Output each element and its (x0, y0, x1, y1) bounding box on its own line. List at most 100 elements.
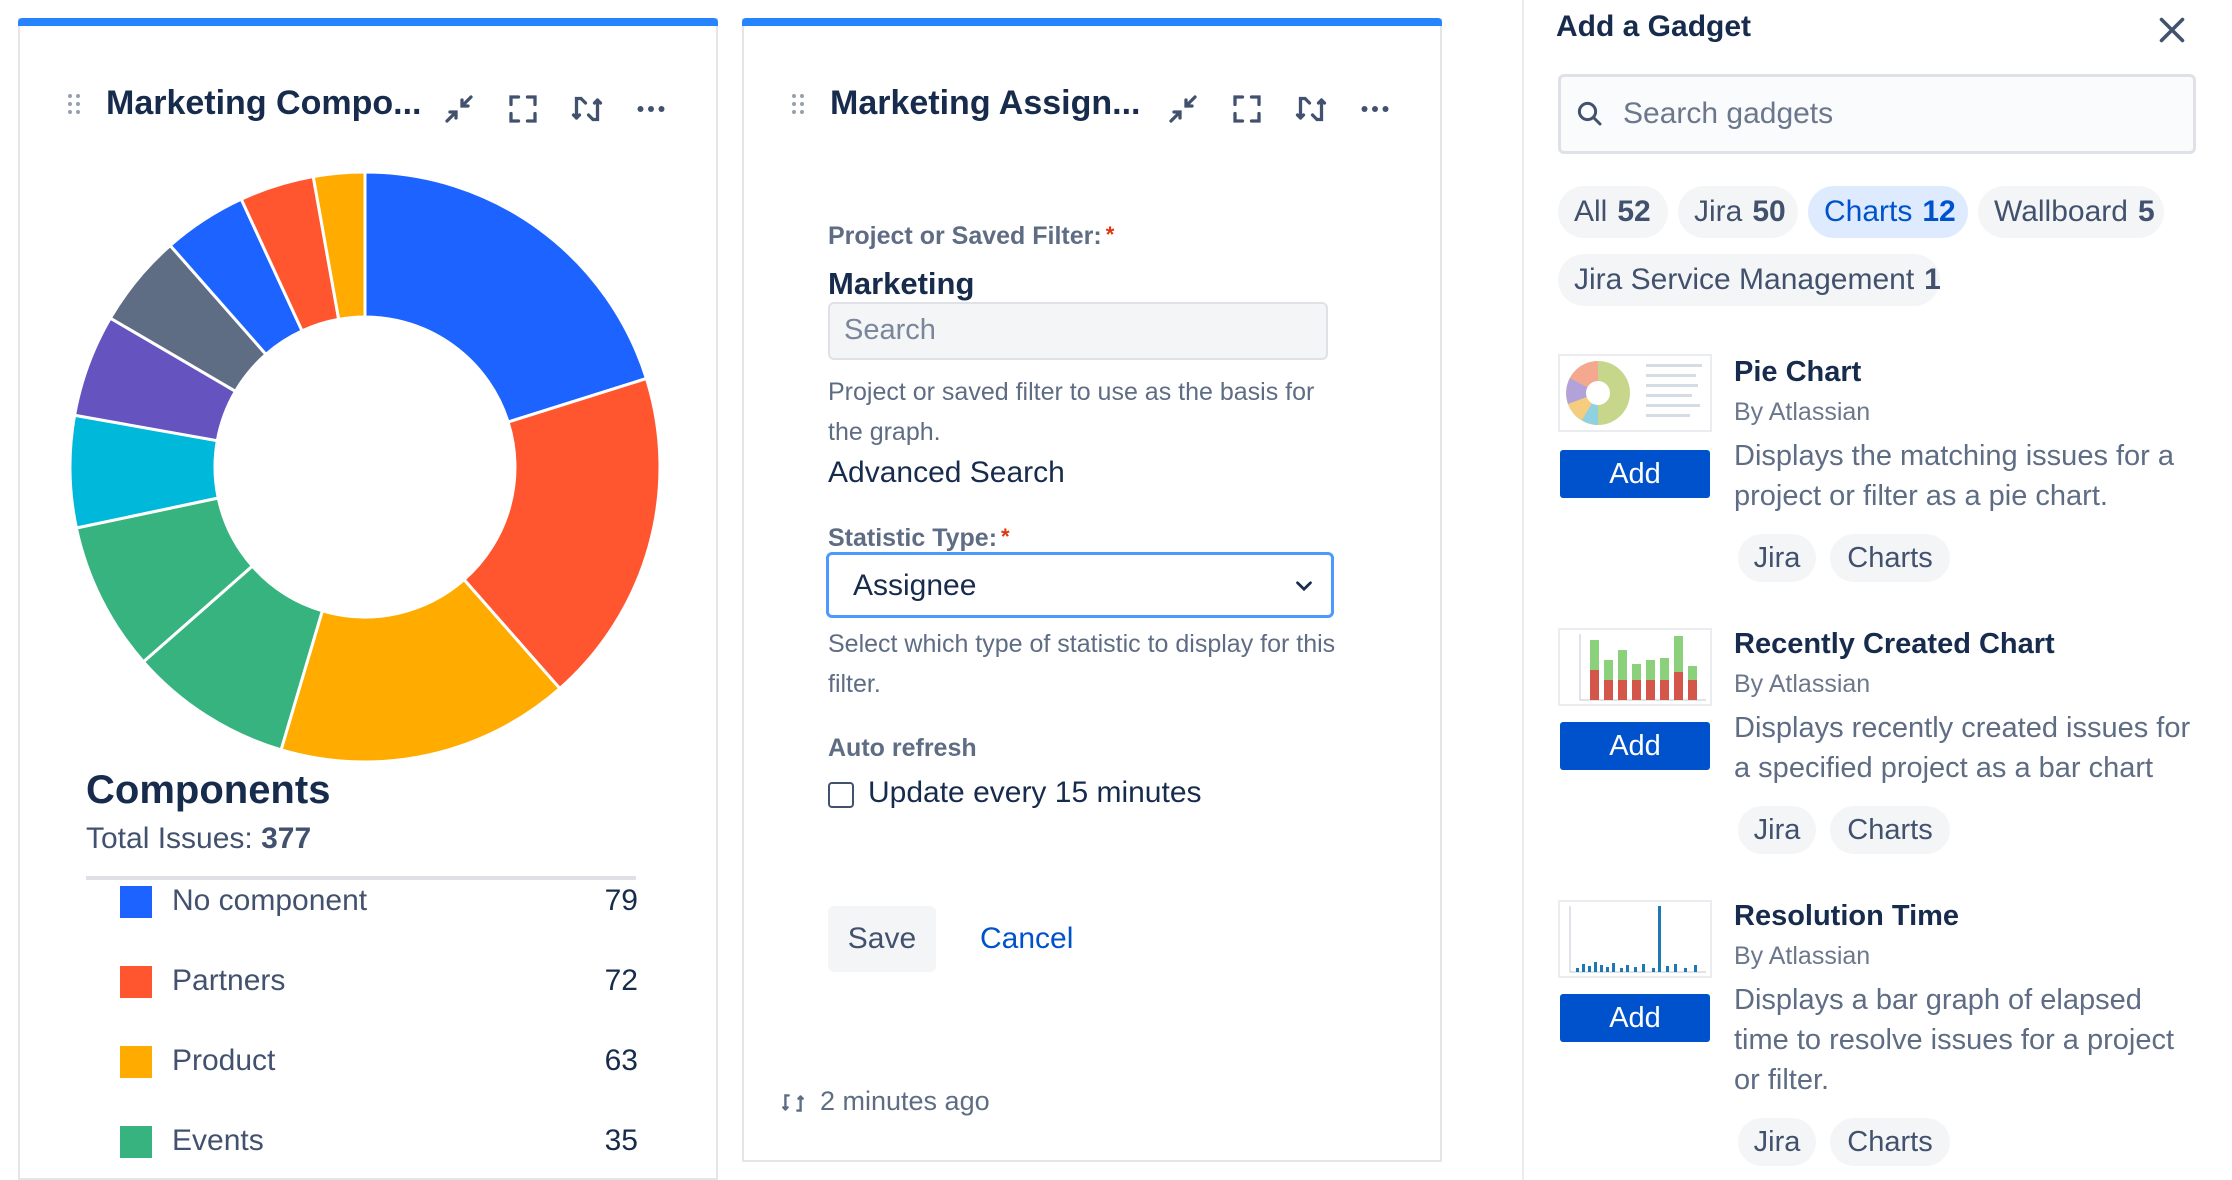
filter-chip-jira-service-management[interactable]: Jira Service Management 1 (1558, 254, 1941, 306)
legend-label: Partners (172, 964, 286, 997)
gadget-header: Marketing Assign... (744, 66, 1440, 150)
panel-divider (1522, 0, 1524, 1180)
gadget-name: Resolution Time (1734, 900, 1960, 932)
cancel-button[interactable]: Cancel (980, 922, 1074, 955)
close-icon[interactable] (2154, 12, 2190, 48)
total-issues-value: 377 (261, 822, 312, 855)
auto-refresh-checkbox-label[interactable]: Update every 15 minutes (868, 776, 1202, 809)
donut-slice-2[interactable] (279, 577, 562, 764)
legend-label: Product (172, 1044, 276, 1077)
refresh-icon[interactable] (566, 88, 608, 130)
total-issues-label: Total Issues: (86, 822, 253, 855)
refresh-icon[interactable] (1290, 88, 1332, 130)
resolution-time-thumbnail (1558, 900, 1712, 978)
last-refreshed-text: 2 minutes ago (820, 1086, 990, 1116)
minimize-icon[interactable] (1162, 88, 1204, 130)
tag-charts[interactable]: Charts (1830, 806, 1950, 854)
fullscreen-icon[interactable] (1226, 88, 1268, 130)
tag-charts[interactable]: Charts (1830, 1118, 1950, 1166)
filter-search-input[interactable]: Search (828, 302, 1328, 360)
chip-count: 12 (1922, 195, 1956, 228)
drag-handle-icon[interactable] (68, 94, 82, 122)
more-icon[interactable] (1354, 88, 1396, 130)
chip-count: 1 (1924, 263, 1941, 296)
legend-count: 63 (604, 1044, 638, 1077)
legend-swatch (120, 966, 152, 998)
advanced-search-link[interactable]: Advanced Search (828, 456, 1065, 489)
save-button[interactable]: Save (828, 906, 936, 972)
tag-charts[interactable]: Charts (1830, 534, 1950, 582)
donut-slice-1[interactable] (461, 376, 662, 691)
tag-jira[interactable]: Jira (1738, 534, 1816, 582)
gadget-author: By Atlassian (1734, 398, 1871, 426)
gadget-description: Displays recently created issues for a s… (1734, 712, 2191, 784)
chip-label: Charts (1824, 195, 1913, 228)
statistic-help-text: Select which type of statistic to displa… (828, 630, 1336, 698)
legend-swatch (120, 1046, 152, 1078)
legend-title: Components (86, 768, 331, 812)
minimize-icon[interactable] (438, 88, 480, 130)
gadget-header: Marketing Compo... (20, 66, 716, 150)
filter-chip-jira[interactable]: Jira 50 (1678, 186, 1798, 238)
add-resolution-time-button[interactable]: Add (1560, 994, 1710, 1042)
chip-label: Jira Service Management (1574, 263, 1915, 296)
add-pie-chart-button[interactable]: Add (1560, 450, 1710, 498)
fullscreen-icon[interactable] (502, 88, 544, 130)
filter-label-text: Project or Saved Filter: (828, 222, 1102, 250)
chip-count: 5 (2137, 195, 2155, 228)
filter-chip-charts[interactable]: Charts 12 (1808, 186, 1968, 238)
chip-label: All (1574, 195, 1608, 228)
auto-refresh-checkbox[interactable] (828, 782, 854, 808)
legend-row[interactable]: No component 79 (98, 872, 638, 932)
chip-count: 50 (1752, 195, 1786, 228)
legend-label: Events (172, 1124, 264, 1157)
legend-count: 79 (604, 884, 638, 917)
gadget-description: Displays a bar graph of elapsed time to … (1734, 984, 2175, 1096)
filter-chip-all[interactable]: All 52 (1558, 186, 1668, 238)
required-marker: * (1001, 524, 1010, 549)
legend-row[interactable]: Events 35 (98, 1112, 638, 1172)
legend-row[interactable]: Partners 72 (98, 952, 638, 1012)
gadget-description: Displays the matching issues for a proje… (1734, 440, 2175, 512)
filter-help-text: Project or saved filter to use as the ba… (828, 378, 1315, 446)
tag-jira[interactable]: Jira (1738, 806, 1816, 854)
legend-row[interactable]: Product 63 (98, 1032, 638, 1092)
total-issues: Total Issues: 377 (86, 822, 311, 856)
gadget-title: Marketing Compo... (106, 84, 422, 122)
chip-label: Wallboard (1994, 195, 2128, 228)
statistic-type-value: Assignee (853, 569, 977, 602)
search-placeholder: Search gadgets (1623, 97, 1834, 130)
tag-jira[interactable]: Jira (1738, 1118, 1816, 1166)
filter-value: Marketing (828, 266, 975, 301)
more-icon[interactable] (630, 88, 672, 130)
legend-count: 72 (604, 964, 638, 997)
chevron-down-icon (1296, 581, 1312, 592)
legend-count: 35 (604, 1124, 638, 1157)
legend-divider (86, 876, 636, 880)
gadget-title: Marketing Assign... (830, 84, 1141, 122)
statistic-type-label: Statistic Type: * (828, 524, 1010, 553)
gadget-accent-bar (18, 18, 718, 26)
filter-label: Project or Saved Filter: * (828, 222, 1114, 251)
statistic-type-select[interactable]: Assignee (826, 552, 1334, 618)
legend-swatch (120, 1126, 152, 1158)
donut-slice-10[interactable] (311, 170, 367, 322)
legend-swatch (120, 886, 152, 918)
gadget-author: By Atlassian (1734, 670, 1871, 698)
add-recently-created-chart-button[interactable]: Add (1560, 722, 1710, 770)
gadget-name: Recently Created Chart (1734, 628, 2055, 660)
auto-refresh-label: Auto refresh (828, 734, 977, 762)
chip-count: 52 (1617, 195, 1651, 228)
donut-slice-0[interactable] (363, 170, 649, 424)
gadget-name: Pie Chart (1734, 356, 1862, 388)
refresh-icon[interactable] (780, 1090, 806, 1116)
legend-label: No component (172, 884, 368, 917)
gadget-author: By Atlassian (1734, 942, 1871, 970)
search-icon (1577, 101, 1602, 126)
drag-handle-icon[interactable] (792, 94, 806, 122)
panel-title: Add a Gadget (1556, 10, 1752, 43)
gadget-accent-bar (742, 18, 1442, 26)
statistic-type-label-text: Statistic Type: (828, 524, 998, 552)
gadget-search-input[interactable]: Search gadgets (1558, 74, 2196, 154)
filter-chip-wallboard[interactable]: Wallboard 5 (1978, 186, 2164, 238)
